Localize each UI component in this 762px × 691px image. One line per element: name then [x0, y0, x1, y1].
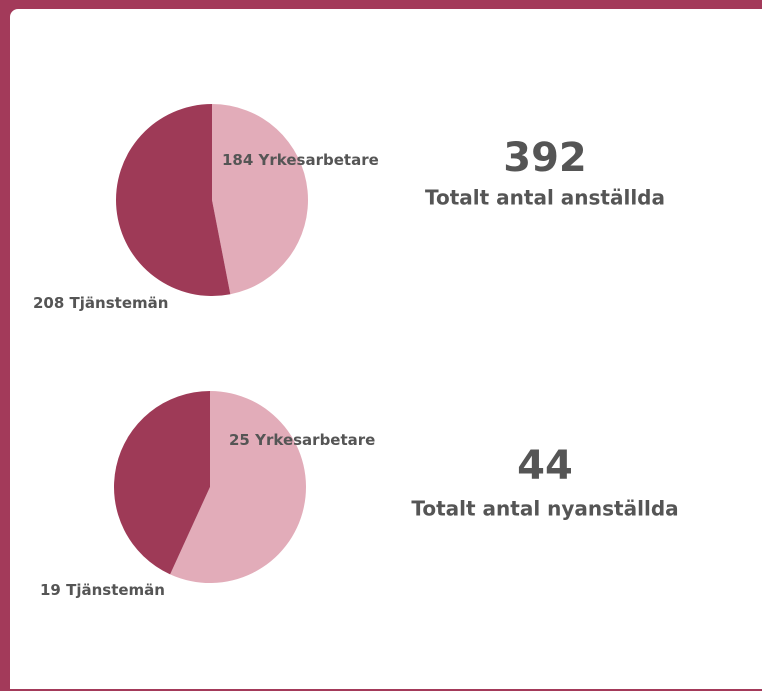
pie-slice: [116, 104, 231, 296]
slice-label: 208 Tjänstemän: [33, 294, 168, 312]
total-label: Totalt antal nyanställda: [411, 497, 678, 521]
slice-category: Tjänstemän: [70, 294, 169, 312]
pie-slice: [212, 104, 309, 295]
slice-category: Yrkesarbetare: [254, 431, 375, 449]
slice-label: 25 Yrkesarbetare: [229, 431, 375, 449]
total-number: 44: [517, 443, 573, 489]
slice-label: 19 Tjänstemän: [40, 581, 165, 599]
total-number: 392: [503, 135, 587, 181]
slice-category: Tjänstemän: [66, 581, 165, 599]
total-label: Totalt antal anställda: [425, 186, 665, 210]
pie-slice: [114, 391, 210, 575]
slice-value: 25: [229, 431, 250, 449]
pie-slice: [170, 391, 307, 583]
slice-label: 184 Yrkesarbetare: [222, 151, 379, 169]
panel: [10, 9, 762, 689]
slice-value: 19: [40, 581, 61, 599]
slice-category: Yrkesarbetare: [258, 151, 379, 169]
slice-value: 184: [222, 151, 253, 169]
slice-value: 208: [33, 294, 64, 312]
